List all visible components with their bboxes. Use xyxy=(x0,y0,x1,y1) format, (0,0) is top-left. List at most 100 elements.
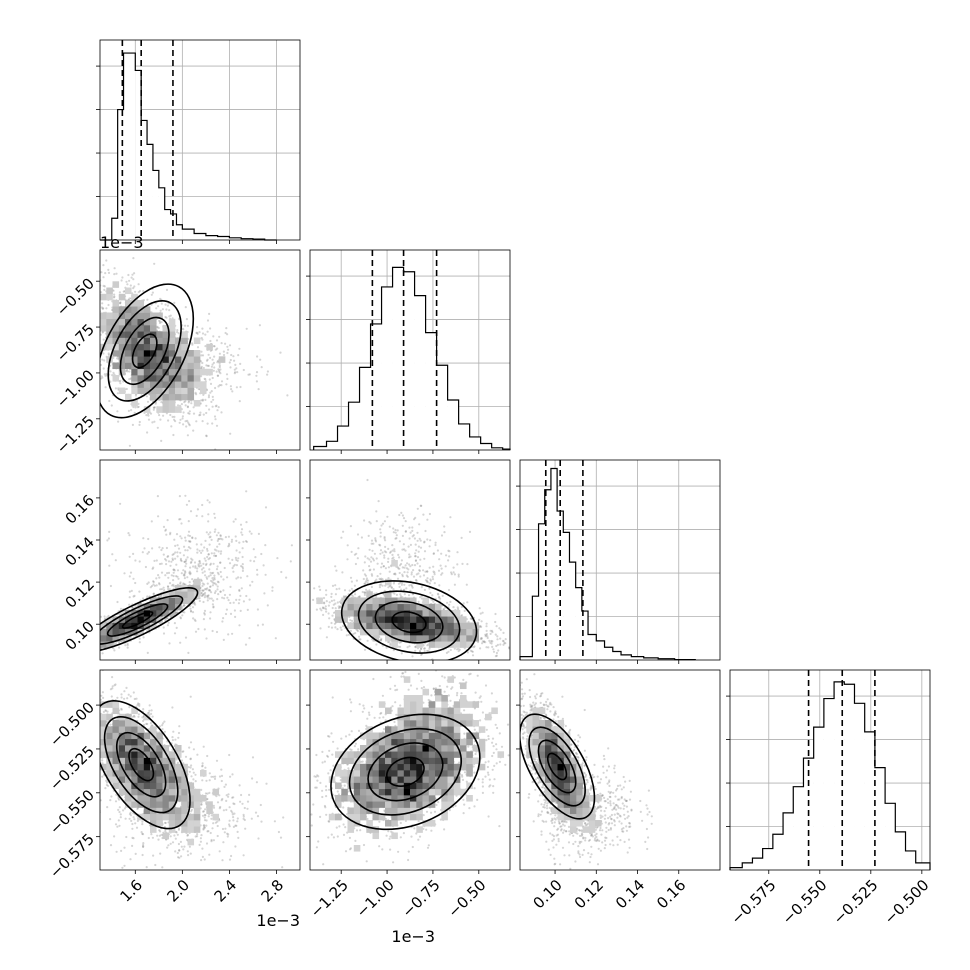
scatter-point xyxy=(127,273,130,277)
scatter-point xyxy=(228,361,231,364)
scatter-point xyxy=(159,594,162,597)
scatter-point xyxy=(226,351,229,355)
scatter-point xyxy=(87,644,89,646)
scatter-point xyxy=(201,332,205,335)
scatter-point xyxy=(83,310,85,312)
histogram-bar xyxy=(392,267,404,450)
scatter-point xyxy=(225,327,228,330)
scatter-point xyxy=(71,669,73,671)
scatter-point xyxy=(208,312,211,315)
scatter-point xyxy=(189,609,193,613)
density-cell xyxy=(156,343,163,351)
density-cell xyxy=(131,400,138,407)
density-cell xyxy=(168,393,176,401)
scatter-point xyxy=(100,306,103,309)
histogram-bar xyxy=(326,441,338,450)
scatter-point xyxy=(196,346,200,349)
density-cell xyxy=(150,318,157,326)
scatter-point xyxy=(48,656,50,658)
density-cell xyxy=(187,387,195,395)
scatter-point xyxy=(82,655,84,657)
histogram-bar xyxy=(658,658,675,660)
scatter-point xyxy=(91,350,93,352)
density-cell xyxy=(131,350,138,357)
scatter-point xyxy=(160,321,163,324)
density-cell xyxy=(181,337,188,345)
scatter-point xyxy=(92,279,94,281)
density-cell xyxy=(187,393,195,401)
scatter-point xyxy=(89,366,91,368)
scatter-point xyxy=(201,398,204,401)
scatter-point xyxy=(174,612,178,615)
scatter-point xyxy=(132,287,135,290)
density-cell xyxy=(112,350,120,357)
scatter-point xyxy=(61,660,63,662)
density-cell xyxy=(143,343,151,351)
scatter-point xyxy=(202,393,205,396)
scatter-point xyxy=(200,365,203,368)
density-cell xyxy=(175,375,182,382)
scatter-point xyxy=(91,316,93,318)
scatter-point xyxy=(228,344,232,347)
scatter-point xyxy=(134,406,137,409)
scatter-point xyxy=(109,370,112,373)
scatter-point xyxy=(87,645,89,647)
scatter-point xyxy=(85,314,87,316)
scatter-point xyxy=(218,364,221,367)
scatter-point xyxy=(55,666,57,668)
scatter-point xyxy=(205,411,208,415)
density-cell xyxy=(181,375,188,382)
density-cell xyxy=(106,343,113,351)
histogram-bar xyxy=(604,647,613,660)
scatter-point xyxy=(96,638,98,640)
scatter-point xyxy=(101,307,104,310)
scatter-point xyxy=(190,402,193,405)
density-cell xyxy=(175,350,182,357)
scatter-point xyxy=(122,290,125,293)
density-cell xyxy=(131,368,138,376)
scatter-point xyxy=(92,651,94,653)
scatter-point xyxy=(103,285,106,288)
density-cell xyxy=(137,325,145,332)
scatter-point xyxy=(105,259,108,262)
scatter-point xyxy=(97,315,99,317)
density-cell xyxy=(100,312,107,320)
scatter-point xyxy=(218,352,221,355)
scatter-point xyxy=(183,401,186,404)
density-cell xyxy=(175,362,182,370)
scatter-point xyxy=(224,342,227,345)
scatter-point xyxy=(213,366,216,369)
scatter-point xyxy=(104,272,107,275)
scatter-point xyxy=(96,335,98,337)
density-cell xyxy=(131,343,138,351)
scatter-point xyxy=(181,415,184,418)
scatter-point xyxy=(108,399,111,403)
scatter-point xyxy=(188,412,191,415)
scatter-point xyxy=(132,257,135,260)
scatter-point xyxy=(237,354,240,357)
density-cell xyxy=(168,325,176,332)
scatter-point xyxy=(152,408,155,411)
scatter-point xyxy=(200,594,203,598)
scatter-point xyxy=(218,335,221,338)
density-cell xyxy=(100,318,107,326)
scatter-point xyxy=(207,353,210,356)
density-cell xyxy=(193,337,201,345)
scatter-point xyxy=(92,651,94,653)
scatter-point xyxy=(215,424,219,427)
scatter-point xyxy=(206,319,210,322)
scatter-point xyxy=(83,648,85,650)
scatter-point xyxy=(229,432,232,435)
scatter-point xyxy=(86,308,88,310)
scatter-point xyxy=(197,387,200,391)
scatter-point xyxy=(216,374,219,377)
scatter-point xyxy=(212,345,215,348)
scatter-point xyxy=(229,385,232,388)
density-cell xyxy=(181,343,188,351)
scatter-point xyxy=(147,412,150,415)
density-cell xyxy=(156,406,163,413)
scatter-point xyxy=(76,277,78,279)
density-cell xyxy=(131,325,138,332)
scatter-point xyxy=(82,646,84,648)
